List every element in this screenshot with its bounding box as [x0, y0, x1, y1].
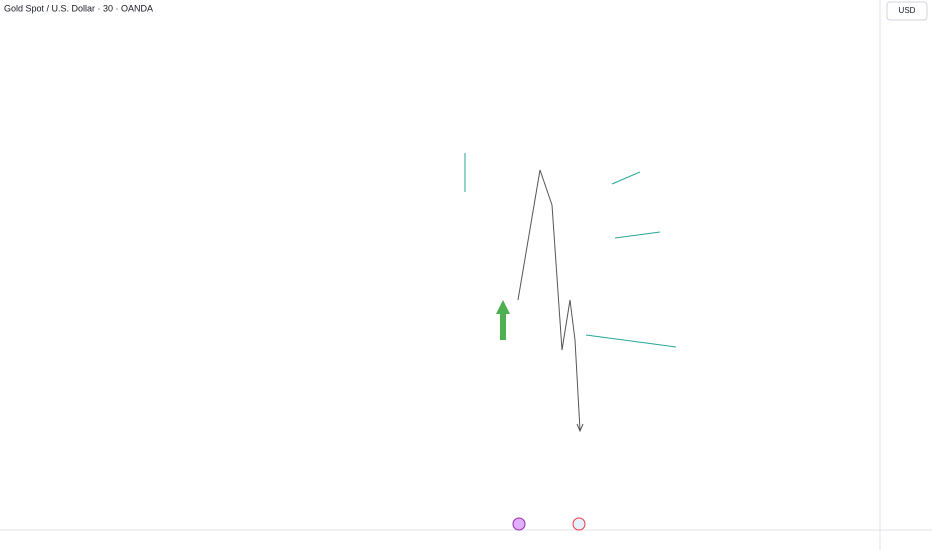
up-arrow	[496, 300, 510, 340]
chart-title: Gold Spot / U.S. Dollar · 30 · OANDA	[4, 3, 153, 13]
currency-button[interactable]	[886, 1, 928, 21]
annotations	[464, 153, 677, 531]
currency-button-label[interactable]: USD	[899, 6, 916, 15]
event-icon[interactable]	[512, 517, 526, 531]
connector	[611, 171, 641, 185]
projection-path	[517, 169, 581, 431]
connector	[585, 334, 677, 348]
plot-background	[0, 0, 880, 530]
event-icon[interactable]	[572, 517, 586, 531]
connector	[614, 231, 661, 239]
projection-arrow	[576, 423, 584, 433]
